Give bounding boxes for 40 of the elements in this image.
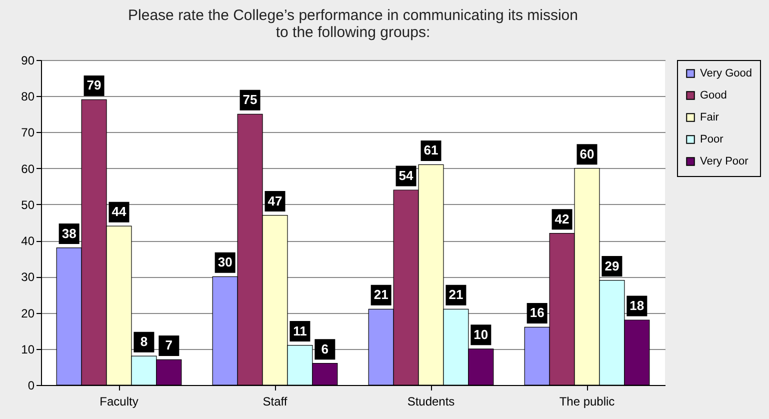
data-label: 11 (293, 323, 307, 338)
y-tick-label: 50 (21, 198, 35, 212)
data-label: 29 (604, 258, 620, 274)
y-tick-label: 30 (21, 270, 35, 284)
x-tick-label: Faculty (100, 394, 138, 408)
data-label: 6 (321, 341, 329, 356)
y-tick-label: 90 (21, 54, 35, 68)
data-label: 38 (62, 226, 76, 241)
chart-title: Please rate the College’s performance in communicating its mission to the following groups: (128, 7, 578, 41)
data-label: 7 (165, 338, 173, 353)
legend-label: Fair (700, 112, 720, 124)
legend-label: Poor (700, 134, 724, 146)
data-label: 10 (474, 326, 488, 342)
y-tick-label: 10 (21, 342, 35, 356)
legend-label: Good (700, 90, 727, 102)
legend-label: Very Poor (700, 156, 749, 168)
y-tick-label: 80 (21, 90, 35, 104)
y-tick-label: 60 (21, 162, 35, 176)
x-tick-label: Staff (262, 394, 288, 408)
legend-label: Very Good (700, 68, 752, 80)
x-tick-label: Students (407, 394, 455, 408)
data-label: 79 (86, 78, 102, 93)
data-label: 18 (630, 298, 644, 313)
data-label: 30 (218, 254, 232, 270)
y-tick-label: 0 (28, 378, 35, 392)
y-tick-label: 40 (21, 234, 35, 248)
data-label: 75 (242, 92, 258, 108)
data-label: 16 (530, 305, 544, 320)
data-label: 21 (374, 287, 388, 302)
data-label: 54 (398, 168, 414, 183)
data-label: 47 (268, 193, 282, 208)
data-label: 8 (140, 334, 148, 350)
data-label: 42 (554, 211, 570, 226)
x-tick-label: The public (559, 394, 615, 408)
data-label: 61 (424, 142, 438, 158)
data-label: 21 (448, 287, 464, 302)
y-tick-label: 20 (21, 306, 35, 320)
y-tick-label: 70 (21, 126, 35, 140)
data-label: 44 (112, 204, 127, 220)
data-label: 60 (580, 146, 594, 162)
